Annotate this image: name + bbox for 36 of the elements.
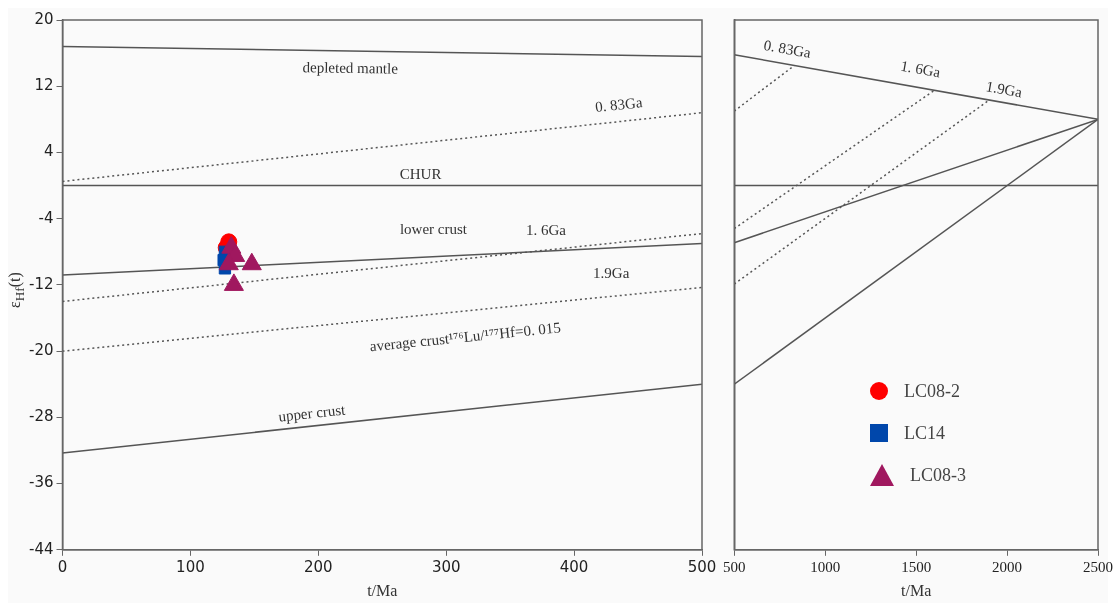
series-label: depleted mantle — [302, 59, 399, 77]
series-label: 1.9Ga — [593, 265, 630, 282]
legend-label: LC14 — [904, 422, 946, 444]
y-tick-label: 20 — [34, 9, 54, 28]
y-tick-label: 4 — [43, 142, 54, 161]
x-tick-label: 0 — [57, 557, 68, 576]
x-tick-label: 2500 — [1083, 558, 1113, 575]
series-label: CHUR — [399, 165, 442, 182]
annotation: average crust¹⁷⁶Lu/¹⁷⁷Hf=0. 015 — [369, 319, 562, 355]
y-tick-label: -12 — [29, 274, 54, 293]
x-tick-label: 200 — [303, 557, 333, 576]
y-tick-label: -20 — [29, 341, 54, 360]
legend-label: LC08-2 — [904, 380, 960, 402]
text: upper crust — [277, 401, 347, 425]
series-label: lower crust — [399, 220, 468, 237]
x-tick-label: 100 — [176, 557, 205, 576]
y-tick-label: -44 — [29, 539, 54, 558]
x-axis-title: t/Ma — [901, 581, 932, 599]
x-tick-label: 400 — [559, 557, 589, 576]
text: 0. 83Ga — [594, 94, 644, 116]
text: 0. 83Ga — [762, 36, 813, 62]
x-tick-label: 1500 — [901, 558, 932, 575]
x-tick-label: 300 — [431, 557, 461, 576]
x-tick-label: 500 — [723, 558, 746, 575]
x-axis-title: t/Ma — [367, 581, 398, 599]
legend-label: LC08-3 — [910, 464, 966, 486]
y-tick-label: 12 — [34, 76, 54, 95]
x-tick-label: 1000 — [810, 558, 841, 575]
text: 1. 6Ga — [899, 57, 942, 81]
text: 1.9Ga — [984, 78, 1024, 101]
x-tick-label: 500 — [687, 557, 717, 576]
x-tick-label: 2000 — [992, 558, 1023, 575]
y-tick-label: -36 — [29, 473, 54, 492]
y-tick-label: -28 — [29, 407, 54, 426]
y-tick-label: -4 — [38, 208, 54, 227]
series-label: 1. 6Ga — [525, 222, 567, 239]
